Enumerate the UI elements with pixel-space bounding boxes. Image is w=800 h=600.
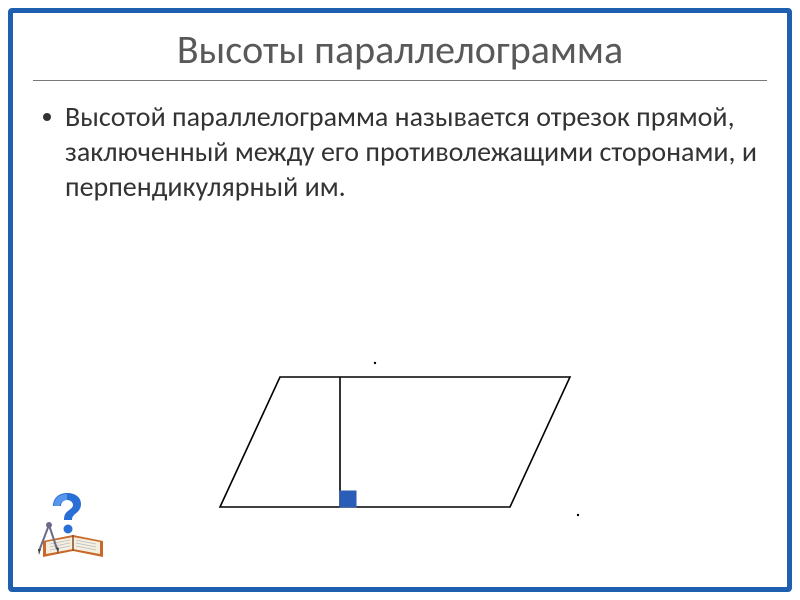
bullet-block: Высотой параллелограмма называется отрез…: [13, 99, 787, 204]
help-book-icon: [37, 485, 115, 563]
bullet-text: Высотой параллелограмма называется отрез…: [65, 99, 757, 204]
figure-dot: [577, 514, 579, 516]
bullet-dot-icon: [43, 113, 51, 121]
question-mark-icon: [53, 493, 81, 534]
title-underline: [33, 80, 767, 81]
slide-frame: Высоты параллелограмма Высотой параллело…: [8, 8, 792, 592]
parallelogram-shape: [220, 377, 570, 507]
bullet-item: Высотой параллелограмма называется отрез…: [43, 99, 757, 204]
right-angle-marker: [340, 491, 356, 507]
parallelogram-figure: [13, 357, 787, 527]
slide-title: Высоты параллелограмма: [13, 13, 787, 80]
figure-dot: [374, 362, 376, 364]
parallelogram-svg: [200, 357, 600, 527]
book-icon: [43, 535, 103, 557]
